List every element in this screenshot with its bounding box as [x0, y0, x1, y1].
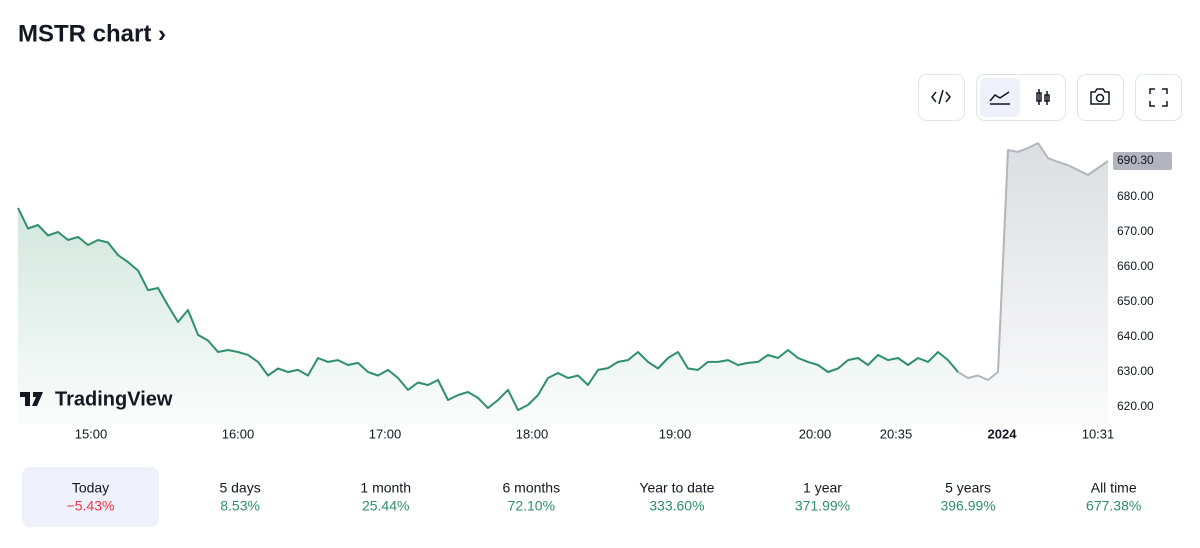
x-tick-label: 16:00: [222, 426, 255, 441]
logo-text: TradingView: [55, 388, 173, 410]
period-change: 371.99%: [795, 498, 850, 514]
camera-lens: [1095, 93, 1105, 103]
x-tick-label: 15:00: [75, 426, 108, 441]
y-tick-label: 650.00: [1117, 294, 1154, 308]
period-label: 1 month: [360, 480, 411, 496]
y-tick-label: 640.00: [1117, 329, 1154, 343]
candle-type-button[interactable]: [1024, 78, 1062, 117]
x-tick-label: 19:00: [659, 426, 692, 441]
x-tick-label: 20:00: [799, 426, 832, 441]
period-label: Today: [72, 480, 109, 496]
period-label: Year to date: [639, 480, 714, 496]
embed-icon: [931, 89, 951, 105]
x-tick-label: 17:00: [369, 426, 402, 441]
area-icon: [989, 91, 1010, 105]
period-tab-selected: [22, 467, 159, 527]
period-change: 396.99%: [940, 498, 995, 514]
period-tab[interactable]: Today −5.43%: [22, 467, 159, 527]
period-tab[interactable]: 5 days 8.53%: [219, 480, 260, 514]
period-tab[interactable]: 6 months 72.10%: [503, 480, 561, 514]
period-change: 333.60%: [649, 498, 704, 514]
y-tick-label: 620.00: [1117, 399, 1154, 413]
y-tick-label: 660.00: [1117, 259, 1154, 273]
area-fill: [958, 143, 1108, 425]
period-change: −5.43%: [67, 498, 115, 514]
toolbar: [918, 74, 1182, 121]
area-fill: [18, 207, 958, 425]
period-tab[interactable]: 5 years 396.99%: [940, 480, 995, 514]
candle-icon: [1036, 89, 1050, 105]
price-line: [17, 207, 959, 412]
period-tab[interactable]: Year to date 333.60%: [639, 480, 714, 514]
period-label: 1 year: [803, 480, 842, 496]
period-tab[interactable]: 1 month 25.44%: [360, 480, 411, 514]
fullscreen-icon: [1149, 88, 1168, 107]
x-tick-label: 18:00: [516, 426, 549, 441]
period-tab[interactable]: All time 677.38%: [1086, 480, 1141, 514]
page-title: MSTR chart ›: [18, 20, 166, 47]
last-price-label: 690.30: [1117, 153, 1154, 167]
x-tick-label: 20:35: [880, 426, 913, 441]
y-tick-label: 680.00: [1117, 189, 1154, 203]
fullscreen-button[interactable]: [1135, 74, 1182, 121]
plot: 620.00 630.00 640.00 650.00 660.00 670.00 680.…: [17, 142, 1172, 441]
logo-mark: [20, 392, 43, 406]
price-line: [957, 142, 1109, 381]
period-change: 677.38%: [1086, 498, 1141, 514]
camera-icon: [1090, 88, 1110, 105]
period-change: 25.44%: [362, 498, 409, 514]
snapshot-button[interactable]: [1077, 74, 1124, 121]
period-change: 8.53%: [220, 498, 260, 514]
period-change: 72.10%: [508, 498, 555, 514]
period-label: 6 months: [503, 480, 561, 496]
y-tick-label: 630.00: [1117, 364, 1154, 378]
x-tick-label: 10:31: [1082, 426, 1115, 441]
y-tick-label: 670.00: [1117, 224, 1154, 238]
period-label: 5 years: [945, 480, 991, 496]
period-tab[interactable]: 1 year 371.99%: [795, 480, 850, 514]
period-label: All time: [1091, 480, 1137, 496]
period-label: 5 days: [219, 480, 260, 496]
x-tick-label: 2024: [988, 426, 1018, 441]
last-price-box: [1113, 151, 1172, 170]
